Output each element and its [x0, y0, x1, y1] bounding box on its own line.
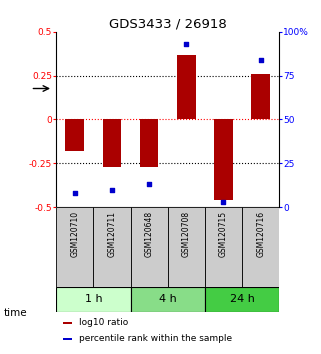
Point: [258, 57, 263, 63]
Text: log10 ratio: log10 ratio: [79, 319, 128, 327]
Bar: [177, 55, 195, 120]
Text: GSM120710: GSM120710: [70, 211, 79, 257]
Bar: [56, 287, 131, 312]
Bar: [63, 338, 72, 340]
Bar: [131, 287, 205, 312]
Point: [109, 187, 115, 193]
Bar: [56, 207, 93, 287]
Text: GSM120708: GSM120708: [182, 211, 191, 257]
Text: 4 h: 4 h: [159, 295, 177, 304]
Text: time: time: [3, 308, 27, 318]
Text: percentile rank within the sample: percentile rank within the sample: [79, 335, 232, 343]
Bar: [63, 321, 72, 324]
Bar: [205, 207, 242, 287]
Text: GSM120648: GSM120648: [145, 211, 154, 257]
Point: [184, 41, 189, 47]
Text: 1 h: 1 h: [84, 295, 102, 304]
Title: GDS3433 / 26918: GDS3433 / 26918: [109, 18, 227, 31]
Bar: [103, 120, 121, 167]
Bar: [65, 120, 84, 151]
Text: GSM120711: GSM120711: [108, 211, 117, 257]
Text: 24 h: 24 h: [230, 295, 255, 304]
Bar: [242, 207, 279, 287]
Bar: [140, 120, 159, 167]
Point: [221, 199, 226, 205]
Point: [72, 190, 77, 196]
Text: GSM120715: GSM120715: [219, 211, 228, 257]
Bar: [214, 120, 233, 200]
Point: [147, 182, 152, 187]
Bar: [205, 287, 279, 312]
Text: GSM120716: GSM120716: [256, 211, 265, 257]
Bar: [93, 207, 131, 287]
Bar: [251, 74, 270, 120]
Bar: [131, 207, 168, 287]
Bar: [168, 207, 205, 287]
